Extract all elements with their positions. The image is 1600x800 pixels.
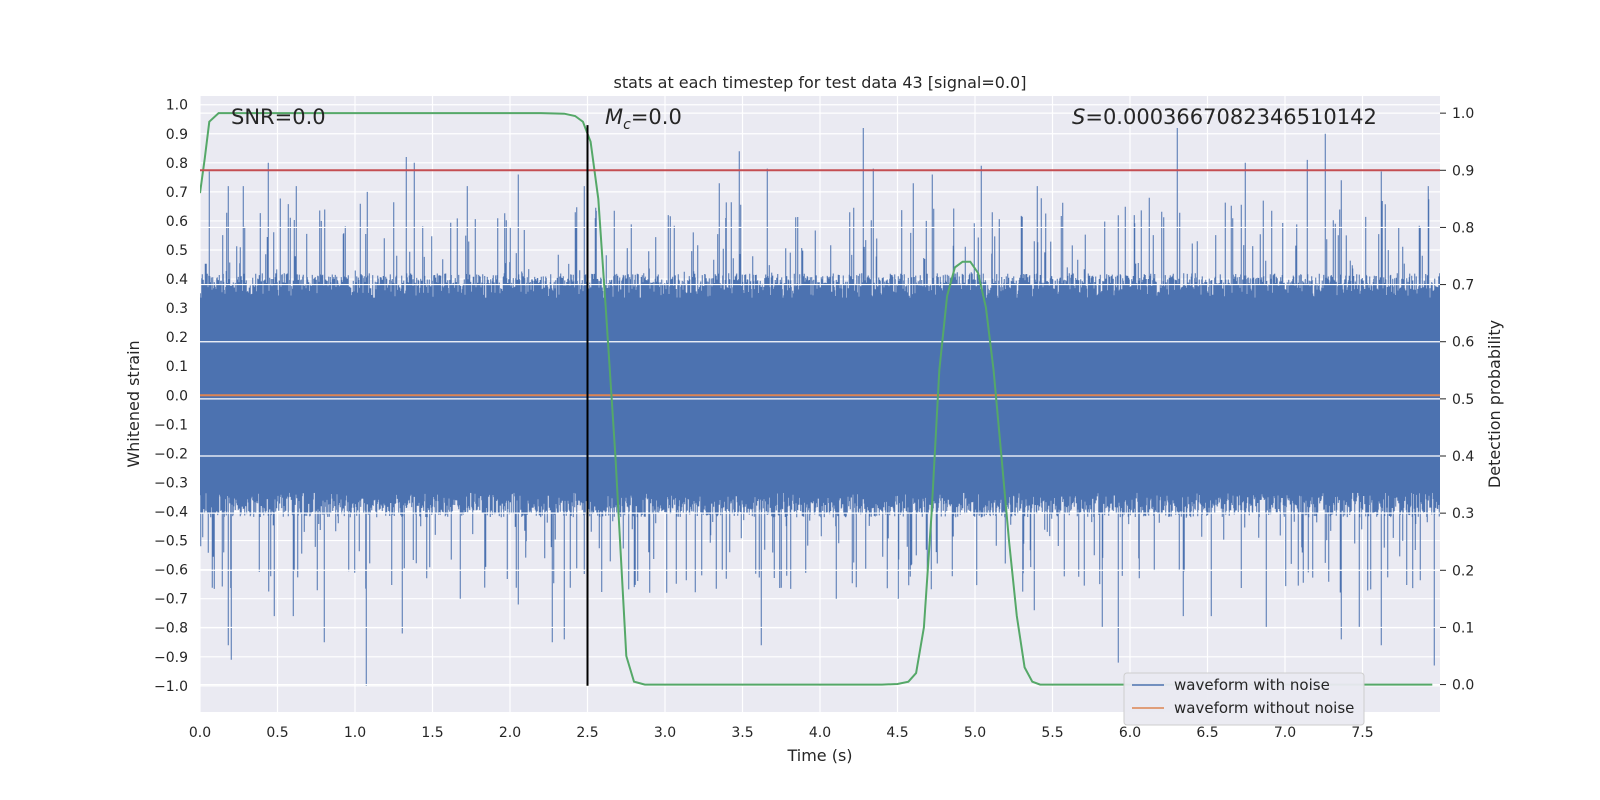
y-tick-label: −0.1 bbox=[154, 417, 188, 433]
y-tick-label: −0.3 bbox=[154, 475, 188, 491]
right-tick-label: 0.0 bbox=[1452, 678, 1474, 694]
x-tick-label: 1.0 bbox=[344, 725, 366, 741]
x-axis-label: Time (s) bbox=[786, 746, 852, 765]
x-tick-label: 3.5 bbox=[731, 725, 753, 741]
y-tick-label: −0.5 bbox=[154, 534, 188, 550]
x-tick-label: 4.0 bbox=[809, 725, 831, 741]
y-tick-label: 0.3 bbox=[166, 301, 188, 317]
y-tick-label: 1.0 bbox=[166, 98, 188, 114]
y-tick-label: 0.4 bbox=[166, 272, 188, 288]
y-tick-label: −0.9 bbox=[154, 650, 188, 666]
x-tick-label: 7.0 bbox=[1274, 725, 1296, 741]
y-tick-label: 0.0 bbox=[166, 388, 188, 404]
x-axis-ticks: 0.0 0.5 1.0 1.5 2.0 2.5 3.0 3.5 4.0 4.5 5.0 5.5 6.0 6… bbox=[189, 725, 1374, 741]
right-tick-label: 0.6 bbox=[1452, 335, 1474, 351]
y-axis-ticks: 1.0 0.9 0.8 0.7 0.6 0.5 0.4 0.3 0.2 0.1 0.0 −0.1 −0.… bbox=[154, 98, 188, 695]
y-tick-label: −0.6 bbox=[154, 563, 188, 579]
x-tick-label: 3.0 bbox=[654, 725, 676, 741]
y-tick-label: 0.6 bbox=[166, 214, 188, 230]
x-tick-label: 0.0 bbox=[189, 725, 211, 741]
y-tick-label: 0.2 bbox=[166, 330, 188, 346]
right-tick-label: 0.1 bbox=[1452, 620, 1474, 636]
right-axis-ticks: 1.0 0.9 0.8 0.7 0.6 0.5 0.4 0.3 0.2 0.1 0.0 bbox=[1440, 106, 1474, 694]
chirp-mass-annotation: Mc=0.0 bbox=[605, 105, 682, 133]
y-tick-label: −0.2 bbox=[154, 446, 188, 462]
y-tick-label: −0.4 bbox=[154, 505, 188, 521]
x-tick-label: 6.5 bbox=[1196, 725, 1218, 741]
legend-label-noise: waveform with noise bbox=[1174, 676, 1330, 694]
x-tick-label: 0.5 bbox=[266, 725, 288, 741]
right-tick-label: 0.2 bbox=[1452, 563, 1474, 579]
y-tick-label: 0.1 bbox=[166, 359, 188, 375]
y-axis-label: Whitened strain bbox=[124, 340, 143, 467]
x-tick-label: 4.5 bbox=[886, 725, 908, 741]
x-tick-label: 6.0 bbox=[1119, 725, 1141, 741]
score-annotation: S=0.0003667082346510142 bbox=[1072, 105, 1377, 129]
series-detection-probability bbox=[200, 112, 1433, 686]
right-tick-label: 0.7 bbox=[1452, 278, 1474, 294]
legend-box bbox=[1123, 672, 1365, 726]
x-tick-label: 1.5 bbox=[421, 725, 443, 741]
line-series bbox=[200, 112, 1440, 686]
y-tick-label: −0.8 bbox=[154, 621, 188, 637]
right-tick-label: 0.9 bbox=[1452, 163, 1474, 179]
x-tick-label: 2.5 bbox=[576, 725, 598, 741]
x-tick-label: 5.0 bbox=[964, 725, 986, 741]
y-tick-label: 0.8 bbox=[166, 156, 188, 172]
y-tick-label: 0.5 bbox=[166, 243, 188, 259]
right-axis-label: Detection probability bbox=[1485, 320, 1504, 488]
right-tick-label: 0.5 bbox=[1452, 392, 1474, 408]
chart-title: stats at each timestep for test data 43 … bbox=[614, 73, 1027, 92]
x-tick-label: 5.5 bbox=[1041, 725, 1063, 741]
legend: waveform with noise waveform without noi… bbox=[1123, 672, 1365, 726]
legend-label-clean: waveform without noise bbox=[1174, 699, 1354, 717]
x-tick-label: 2.0 bbox=[499, 725, 521, 741]
right-tick-label: 1.0 bbox=[1452, 106, 1474, 122]
y-tick-label: 0.7 bbox=[166, 185, 188, 201]
y-tick-label: −0.7 bbox=[154, 592, 188, 608]
snr-annotation: SNR=0.0 bbox=[231, 105, 326, 129]
right-tick-label: 0.8 bbox=[1452, 220, 1474, 236]
right-tick-label: 0.3 bbox=[1452, 506, 1474, 522]
x-tick-label: 7.5 bbox=[1351, 725, 1373, 741]
right-tick-label: 0.4 bbox=[1452, 449, 1474, 465]
y-tick-label: −1.0 bbox=[154, 679, 188, 695]
y-tick-label: 0.9 bbox=[166, 127, 188, 143]
